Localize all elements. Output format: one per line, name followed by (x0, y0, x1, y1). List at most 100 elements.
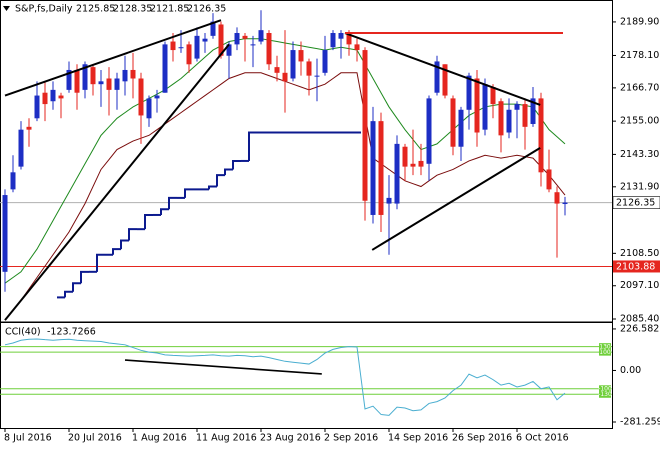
ohlc-readout: 2121.85 (150, 4, 189, 15)
step-line (64, 290, 73, 298)
candle-body (482, 84, 488, 130)
candle-body (50, 89, 56, 102)
trend-line (124, 359, 322, 375)
candle-body (2, 195, 8, 272)
candle-body (466, 75, 472, 110)
candle-body (122, 69, 128, 82)
step-line (128, 228, 137, 241)
candle-body (18, 129, 24, 167)
candle-body (314, 75, 320, 77)
x-tick-label: 20 Jul 2016 (68, 433, 122, 444)
price-box (613, 260, 660, 273)
candle-body (114, 78, 120, 90)
y-tick-label: -281.2599 (620, 417, 660, 428)
candle-body (554, 192, 560, 204)
candle-body (146, 98, 152, 119)
step-line (144, 213, 153, 230)
step-line (120, 239, 129, 250)
level-box (599, 348, 611, 356)
level-box (599, 343, 611, 351)
ohlc-readout: 2126.35 (187, 4, 226, 15)
candle-body (474, 78, 480, 133)
y-tick-label: 2085.40 (620, 314, 659, 325)
y-tick-label: 2143.30 (620, 149, 659, 160)
candle-body (130, 69, 136, 79)
cci-line (4, 338, 566, 416)
x-tick-label: 26 Sep 2016 (452, 433, 512, 444)
x-tick-label: 23 Aug 2016 (260, 433, 321, 444)
candle-body (66, 69, 72, 90)
candle-body (306, 61, 312, 76)
step-line (72, 282, 81, 292)
y-tick-label: 2108.50 (620, 248, 659, 259)
candle-body (530, 98, 536, 124)
candle-body (282, 72, 288, 82)
last-price-box (612, 196, 660, 209)
indicator-value: -123.7266 (47, 327, 96, 338)
candle-body (106, 78, 112, 90)
candle-body (450, 98, 456, 147)
candle-body (74, 69, 80, 93)
candle-body (354, 44, 360, 51)
candle-body (298, 50, 304, 62)
candle-body (394, 143, 400, 204)
candle-body (370, 121, 376, 215)
step-line (248, 131, 257, 161)
menu-arrow (3, 6, 10, 11)
step-line (224, 168, 233, 176)
candle-body (362, 50, 368, 201)
step-line (168, 196, 177, 210)
candle-body (386, 197, 392, 204)
candle-body (490, 87, 496, 105)
candle-body (426, 98, 432, 164)
candle-body (226, 44, 232, 56)
candle-body (442, 64, 448, 96)
candle-body (346, 33, 352, 45)
candle-body (138, 78, 144, 116)
candle-body (10, 172, 16, 190)
candle-body (538, 98, 544, 173)
candle-body (402, 146, 408, 167)
step-line (112, 248, 121, 255)
candle-body (290, 50, 296, 79)
candle-body (90, 67, 96, 85)
x-tick-label: 11 Aug 2016 (196, 433, 257, 444)
level-box (599, 390, 611, 398)
y-tick-label: 2155.00 (620, 116, 659, 127)
y-tick-label: 2178.10 (620, 50, 659, 61)
candle-body (242, 35, 248, 39)
x-tick-label: 8 Jul 2016 (4, 433, 52, 444)
candle-body (522, 104, 528, 127)
trend-line (371, 147, 541, 251)
candle-body (186, 44, 192, 65)
step-line (184, 188, 193, 198)
level-label: -130 (598, 391, 612, 398)
y-tick-label: 0.00 (620, 365, 641, 376)
ohlc-readout: 2125.85 (76, 4, 115, 15)
candle-body (178, 47, 184, 49)
candle-body (170, 41, 176, 51)
indicator-title: CCI(40) (5, 327, 41, 338)
candle-body (338, 33, 344, 39)
y-tick-label: 2166.70 (620, 82, 659, 93)
candle-body (218, 24, 224, 56)
trend-line (4, 19, 222, 97)
price-box-label: 2103.88 (616, 261, 655, 272)
step-line (232, 159, 241, 170)
candle-body (258, 30, 264, 42)
candle-body (274, 67, 280, 73)
candle-body (514, 104, 520, 110)
candle-body (58, 95, 64, 99)
candle-body (562, 202, 568, 205)
candle-body (162, 44, 168, 93)
candle-body (98, 81, 104, 85)
step-line (160, 208, 169, 215)
candle-body (250, 44, 256, 46)
candle-body (498, 101, 504, 136)
x-tick-label: 14 Sep 2016 (388, 433, 448, 444)
x-tick-label: 1 Aug 2016 (132, 433, 187, 444)
step-line (216, 174, 225, 187)
candle-body (506, 109, 512, 133)
